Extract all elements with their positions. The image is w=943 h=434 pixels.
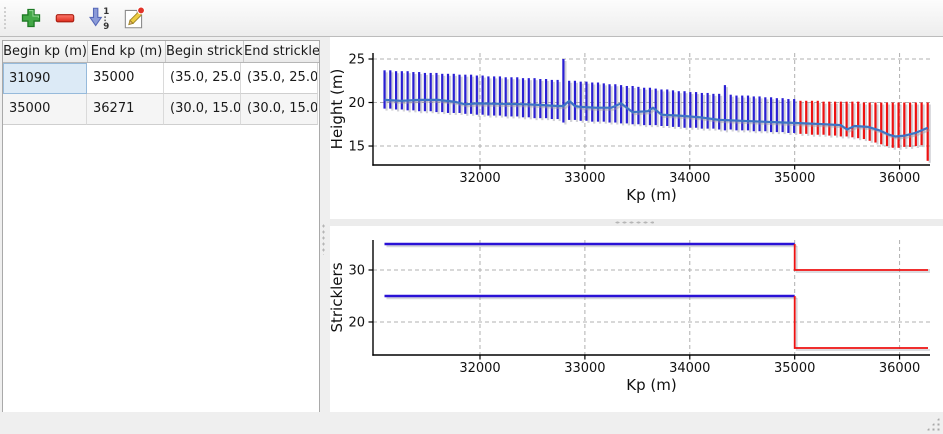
y-tick-label: 25 (348, 53, 365, 68)
table-cell[interactable]: 35000 (3, 94, 87, 125)
toolbar: 1 9 (0, 0, 943, 37)
table-cell[interactable]: (35.0, 25.0) (241, 63, 318, 94)
x-tick-label: 33000 (564, 171, 605, 186)
y-axis-label: Height (m) (330, 69, 346, 150)
svg-text:9: 9 (103, 22, 109, 31)
column-header-begin-strickler[interactable]: Begin strickler (166, 41, 244, 62)
strickler-table: Begin kp (m) End kp (m) Begin strickler … (2, 40, 320, 413)
resize-grip[interactable] (926, 417, 940, 431)
y-tick-label: 15 (348, 140, 365, 155)
y-tick-label: 30 (348, 263, 365, 278)
table-row: 35000 36271 (30.0, 15.0) (30.0, 15.0) (3, 94, 319, 125)
table-row: 31090 35000 (35.0, 25.0) (35.0, 25.0) (3, 63, 319, 94)
minus-icon (55, 14, 75, 23)
edit-icon (124, 6, 146, 29)
step-shadow (795, 298, 930, 351)
x-tick-label: 34000 (669, 171, 710, 186)
svg-text:1: 1 (103, 7, 109, 17)
add-row-button[interactable] (17, 3, 47, 33)
remove-row-button[interactable] (51, 3, 81, 33)
x-tick-label: 36000 (879, 361, 920, 376)
sort-numeric-descending-icon: 1 9 (88, 7, 109, 31)
x-tick-label: 35000 (774, 361, 815, 376)
minor-strickler-red-line (793, 296, 928, 349)
toolbar-drag-handle[interactable] (3, 6, 8, 30)
table-cell[interactable]: 36271 (87, 94, 164, 125)
status-bar (0, 412, 943, 434)
y-axis-label: Stricklers (330, 262, 346, 332)
column-header-end-kp[interactable]: End kp (m) (88, 41, 166, 62)
height-profile-chart: 32000 33000 34000 35000 36000 15 20 25 Kp (m) Hei… (330, 37, 943, 219)
splitter-grip-icon (614, 221, 654, 224)
table-cell[interactable]: 35000 (87, 63, 164, 94)
x-tick-label: 36000 (879, 171, 920, 186)
x-tick-label: 32000 (459, 361, 500, 376)
x-tick-label: 34000 (669, 361, 710, 376)
table-cell[interactable]: (30.0, 15.0) (241, 94, 318, 125)
x-axis-label: Kp (m) (626, 376, 676, 394)
splitter-grip-icon (322, 223, 325, 255)
table-cell-selected[interactable]: 31090 (3, 63, 87, 94)
vertical-splitter[interactable] (318, 37, 330, 412)
x-axis-label: Kp (m) (626, 186, 676, 204)
x-tick-label: 35000 (774, 171, 815, 186)
major-strickler-red-line (793, 244, 928, 271)
column-header-end-strickler[interactable]: End strickler (244, 41, 319, 62)
x-tick-label: 33000 (564, 361, 605, 376)
line-shadow (386, 100, 931, 140)
sort-rows-button[interactable]: 1 9 (85, 3, 115, 33)
y-tick-label: 20 (348, 96, 365, 111)
charts-panel: 32000 33000 34000 35000 36000 15 20 25 Kp (m) Hei… (330, 37, 943, 412)
stricklers-chart: 32000 33000 34000 35000 36000 20 30 Kp (m) Stric… (330, 226, 943, 412)
x-tick-label: 32000 (459, 171, 500, 186)
mean-height-line (384, 98, 929, 138)
y-tick-label: 20 (348, 315, 365, 330)
table-cell[interactable]: (30.0, 15.0) (164, 94, 241, 125)
edit-row-button[interactable] (119, 3, 149, 33)
column-header-begin-kp[interactable]: Begin kp (m) (3, 41, 88, 62)
table-header-row: Begin kp (m) End kp (m) Begin strickler … (3, 41, 319, 63)
plus-icon (21, 8, 41, 28)
step-shadow (795, 246, 930, 273)
horizontal-splitter[interactable] (330, 219, 943, 226)
table-cell[interactable]: (35.0, 25.0) (164, 63, 241, 94)
